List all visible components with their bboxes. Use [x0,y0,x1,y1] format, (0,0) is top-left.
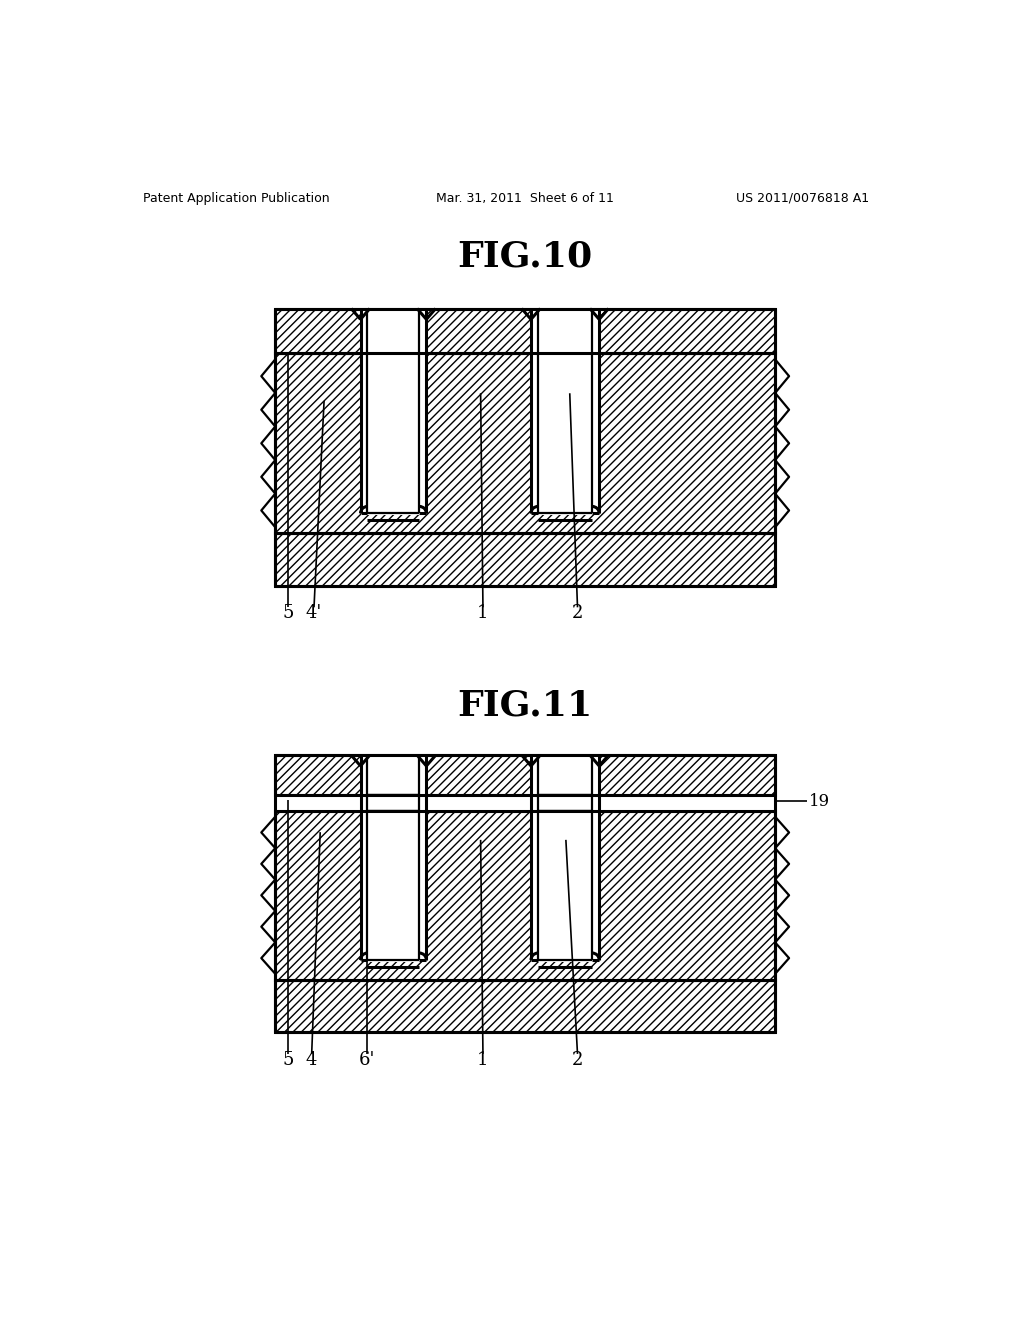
Bar [275,533,775,586]
Bar [592,309,599,507]
Text: 4: 4 [306,1051,317,1069]
Text: 5: 5 [283,605,294,623]
Bar [531,755,538,953]
Bar [275,810,775,979]
Bar [538,755,592,946]
Text: FIG.11: FIG.11 [457,688,593,722]
Text: 2: 2 [571,1051,584,1069]
Text: 19: 19 [809,793,829,810]
Bar [275,755,775,795]
Bar [368,309,420,499]
Text: 4': 4' [306,605,323,623]
Bar [275,309,775,354]
Bar [360,755,426,961]
Text: FIG.10: FIG.10 [457,240,593,275]
Bar [531,309,538,507]
Text: US 2011/0076818 A1: US 2011/0076818 A1 [735,191,868,205]
Bar [360,309,368,507]
Bar [420,309,426,507]
Bar [531,946,599,953]
Text: 1: 1 [477,1051,488,1069]
Bar [592,755,599,953]
Bar [538,309,592,499]
Text: Mar. 31, 2011  Sheet 6 of 11: Mar. 31, 2011 Sheet 6 of 11 [436,191,613,205]
Bar [420,755,426,953]
Bar [275,979,775,1032]
Bar [360,499,426,507]
Bar [538,795,592,810]
Text: Patent Application Publication: Patent Application Publication [143,191,330,205]
Bar [360,755,368,953]
Text: 6': 6' [358,1051,375,1069]
Text: 2: 2 [571,605,584,623]
Text: 5: 5 [283,1051,294,1069]
Bar [275,795,775,810]
Bar [531,755,599,961]
Bar [531,499,599,507]
Bar [360,946,426,953]
Bar [531,309,599,515]
Bar [360,309,426,515]
Bar [368,755,420,946]
Bar [368,795,420,810]
Text: 1: 1 [477,605,488,623]
Bar [275,354,775,533]
